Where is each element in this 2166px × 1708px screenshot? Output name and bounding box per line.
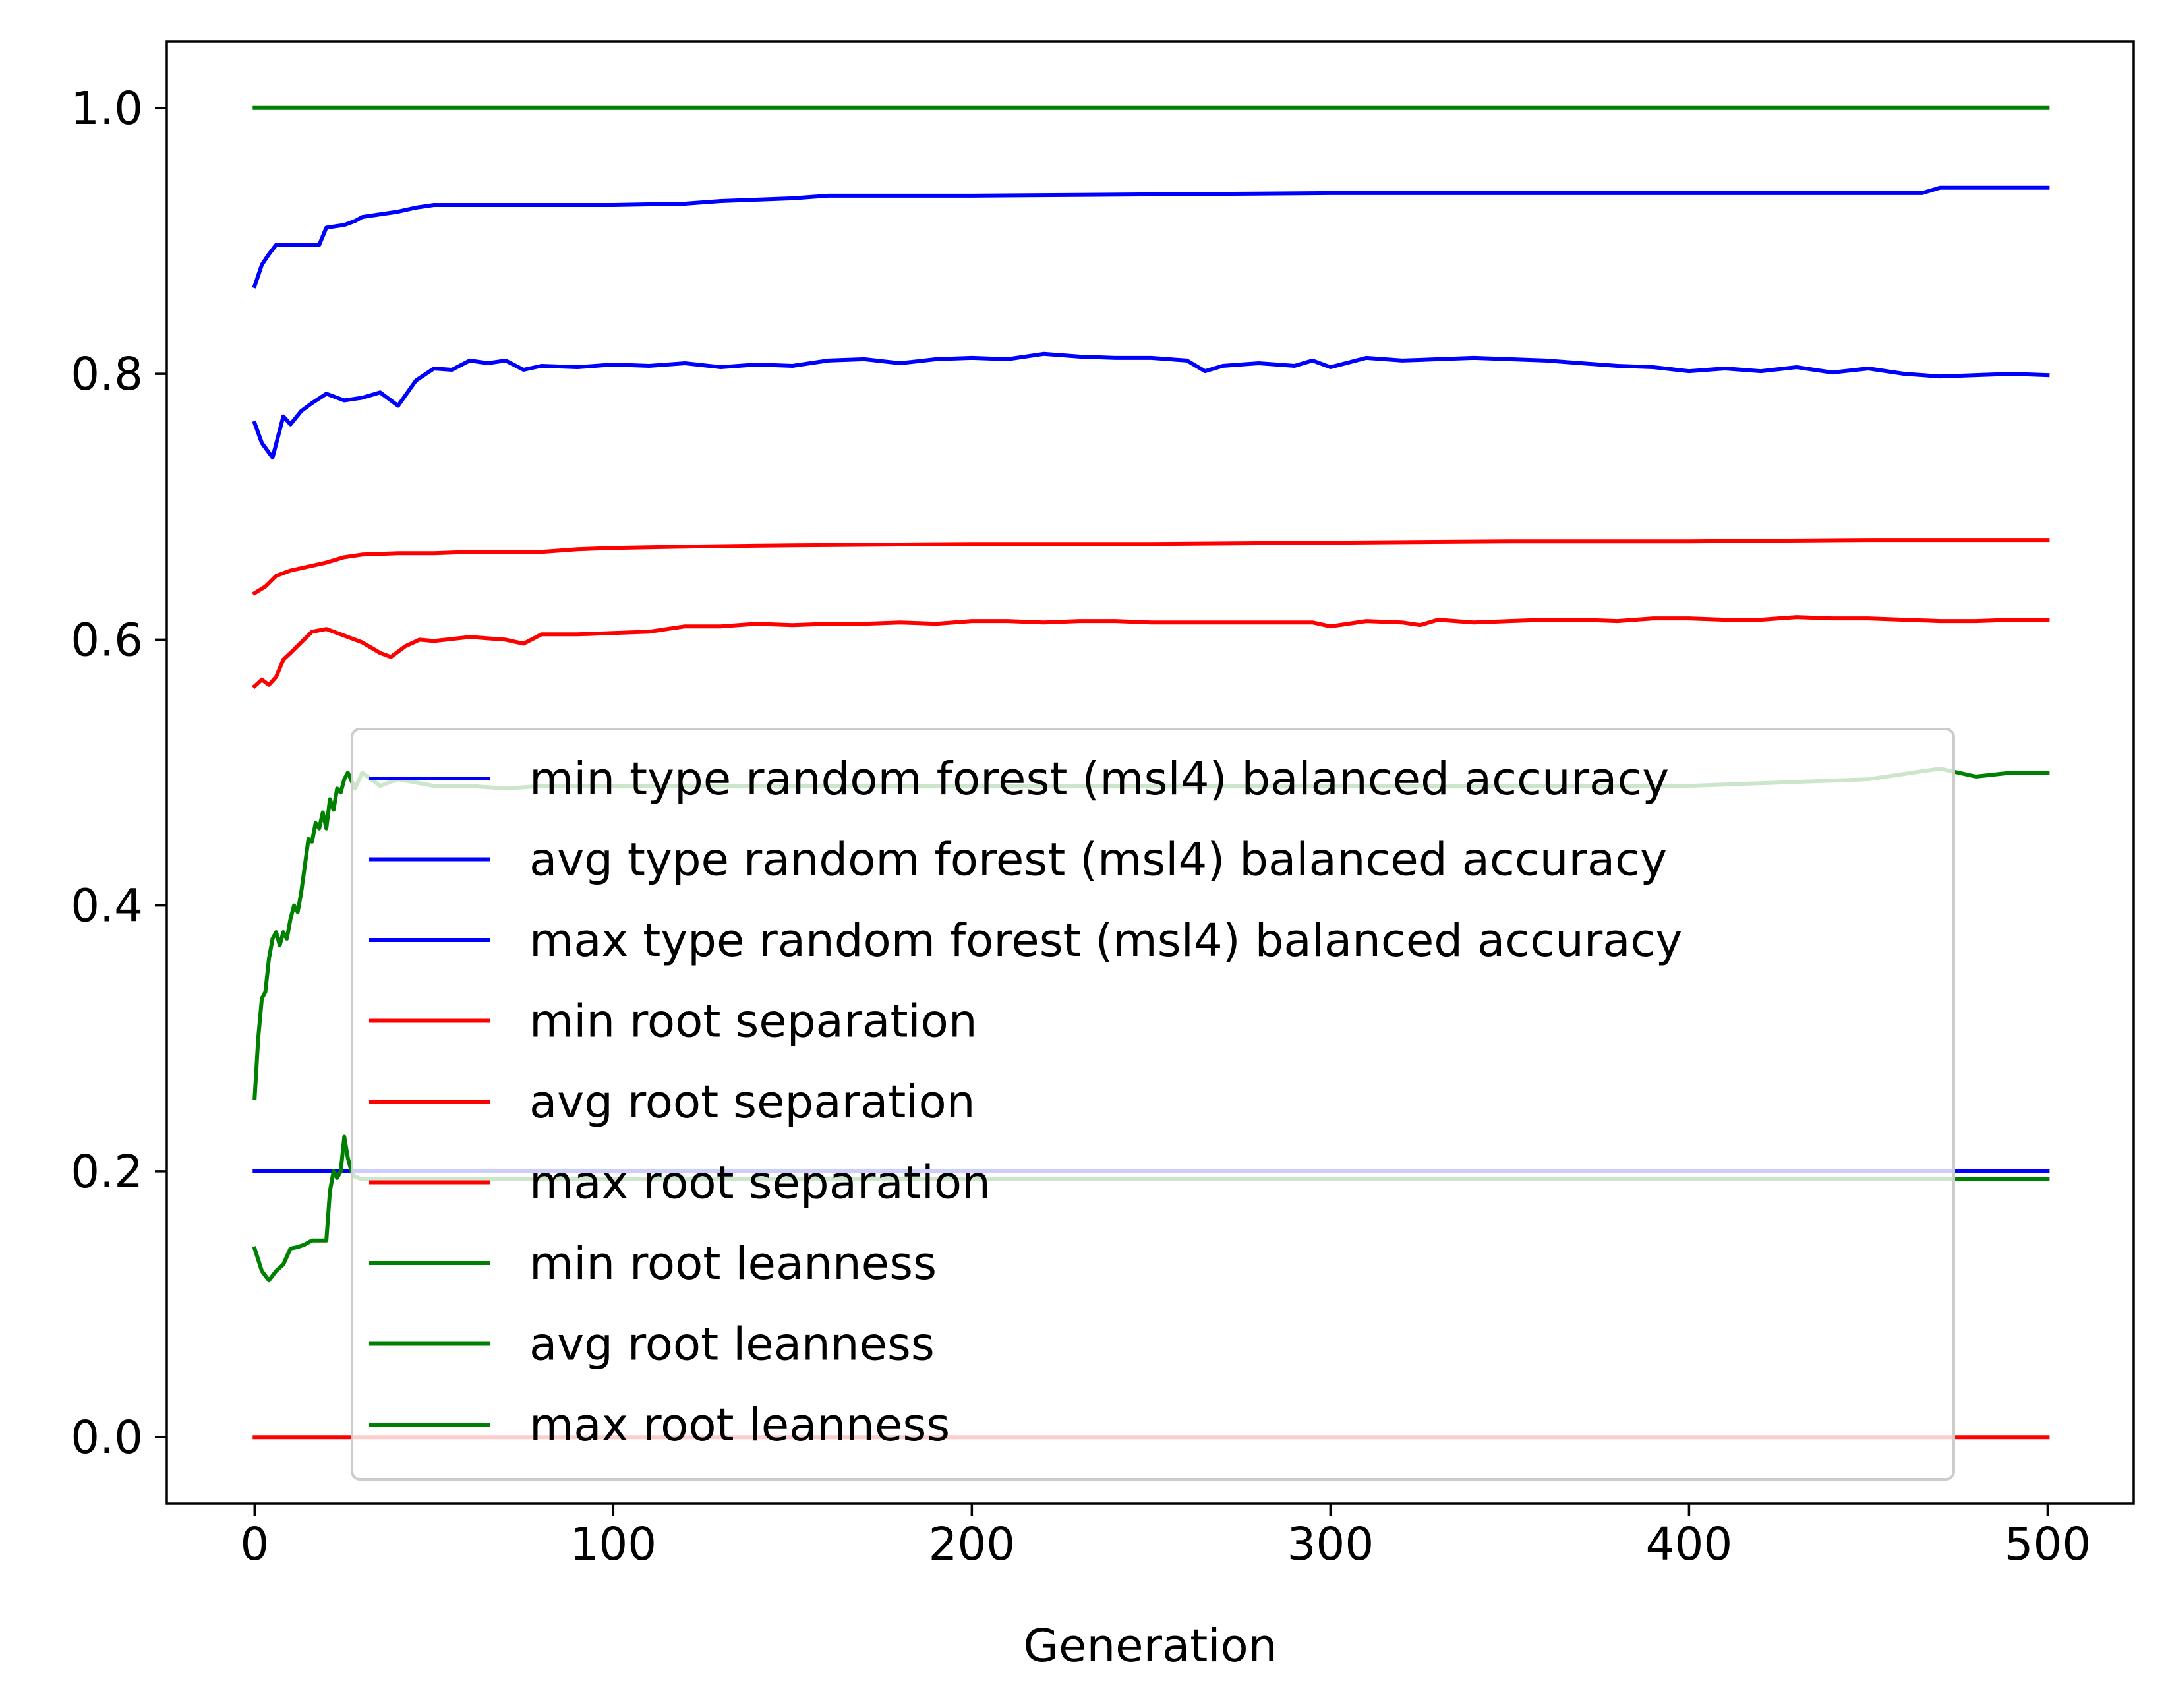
x-tick-label: 400 [1646,1518,1733,1571]
y-tick-label: 0.2 [71,1146,143,1198]
axes: 0 100 200 300 400 500 0.0 0.2 0.4 0.6 0.8 1.0 Genera… [71,40,2135,1672]
legend-label-3: min root separation [529,995,978,1048]
y-tick-label: 0.4 [71,880,143,933]
legend-label-1: avg type random forest (msl4) balanced a… [529,834,1667,887]
series-line-2 [252,185,2050,289]
series-line-4 [252,615,2050,690]
x-tick-label: 200 [928,1518,1015,1571]
legend-label-2: max type random forest (msl4) balanced a… [529,914,1682,967]
x-tick-label: 0 [240,1518,269,1571]
y-tick-label: 0.0 [71,1411,143,1464]
legend-label-4: avg root separation [529,1076,975,1129]
series-line-1 [252,351,2050,460]
y-tick-label: 1.0 [71,82,143,135]
legend-box [351,728,1955,1481]
legend: min type random forest (msl4) balanced a… [351,728,1955,1481]
x-tick-label: 300 [1287,1518,1374,1571]
y-tick-label: 0.8 [71,348,143,401]
x-tick-label: 500 [2005,1518,2092,1571]
legend-label-7: avg root leanness [529,1318,935,1371]
x-axis-label: Generation [1024,1620,1277,1672]
x-tick-label: 100 [570,1518,657,1571]
plot-frame [165,40,2135,1505]
legend-label-8: max root leanness [529,1399,950,1452]
legend-label-5: max root separation [529,1157,991,1210]
legend-label-0: min type random forest (msl4) balanced a… [529,753,1669,806]
legend-label-6: min root leanness [529,1237,937,1290]
y-tick-label: 0.6 [71,614,143,666]
series-line-5 [252,538,2050,596]
